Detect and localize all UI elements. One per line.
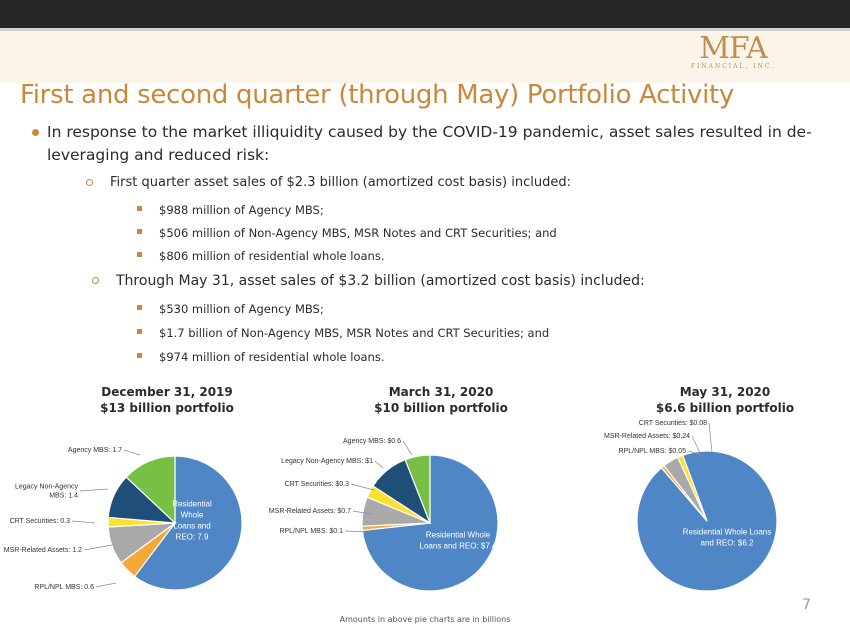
pie-label: Residential Whole Loans and REO: $7.4 bbox=[420, 531, 497, 551]
pie-leader-line bbox=[691, 435, 701, 454]
pie-label: CRT Securities: $0.3 bbox=[285, 481, 349, 488]
pie-leader-line bbox=[352, 510, 372, 515]
list-item: $806 million of residential whole loans. bbox=[137, 249, 385, 263]
square-bullet-icon bbox=[137, 252, 142, 257]
pie-label: Residential Whole Loans and REO: 7.9 bbox=[172, 500, 212, 542]
list-item: $974 million of residential whole loans. bbox=[137, 350, 385, 364]
logo-wordmark: MFA bbox=[699, 31, 768, 66]
pie-leader-line bbox=[708, 422, 713, 453]
intro-bullet: In response to the market illiquidity ca… bbox=[32, 121, 837, 167]
pie-leader-line bbox=[123, 449, 141, 456]
pie-label: MSR-Related Assets: $0.24 bbox=[604, 433, 690, 440]
list-item: $988 million of Agency MBS; bbox=[137, 203, 324, 217]
pie-label: RPL/NPL MBS: $0.05 bbox=[619, 448, 687, 455]
pie-leader-line bbox=[71, 520, 96, 524]
pie-label: Legacy Non-Agency MBS: $1 bbox=[281, 458, 373, 465]
pie-label: Legacy Non-Agency MBS: 1.4 bbox=[15, 484, 79, 500]
pie-leader-line bbox=[79, 488, 109, 492]
header-band bbox=[0, 31, 850, 83]
pie-label: RPL/NPL MBS: $0.1 bbox=[279, 528, 343, 535]
pie-leader-line bbox=[402, 440, 413, 456]
pie-label: Agency MBS: 1.7 bbox=[68, 447, 122, 454]
pie-slice bbox=[404, 454, 431, 524]
q1-heading: First quarter asset sales of $2.3 billio… bbox=[110, 175, 571, 190]
top-bar-edge bbox=[0, 28, 850, 31]
intro-text: In response to the market illiquidity ca… bbox=[47, 123, 812, 164]
list-item: $530 million of Agency MBS; bbox=[137, 302, 324, 316]
list-item: $506 million of Non-Agency MBS, MSR Note… bbox=[137, 226, 557, 240]
list-item-text: $806 million of residential whole loans. bbox=[159, 249, 385, 263]
list-item-text: $988 million of Agency MBS; bbox=[159, 203, 324, 217]
pie-label: MSR-Related Assets: 1.2 bbox=[4, 547, 82, 554]
page-number: 7 bbox=[802, 597, 811, 613]
pie-label: MSR-Related Assets: $0.7 bbox=[269, 508, 351, 515]
square-bullet-icon bbox=[137, 329, 142, 334]
square-bullet-icon bbox=[137, 353, 142, 358]
square-bullet-icon bbox=[137, 229, 142, 234]
square-bullet-icon bbox=[137, 206, 142, 211]
may-heading-bullet: Through May 31, asset sales of $3.2 bill… bbox=[92, 273, 645, 289]
pie-leader-line bbox=[83, 544, 113, 551]
pie-label: CRT Securities: 0.3 bbox=[10, 518, 71, 525]
chart-1-title: December 31, 2019 bbox=[101, 385, 233, 399]
ring-bullet-icon bbox=[92, 277, 99, 284]
chart-3-title: May 31, 2020 bbox=[679, 385, 771, 399]
q1-heading-bullet: First quarter asset sales of $2.3 billio… bbox=[86, 175, 571, 190]
chart-1-title-block: December 31, 2019 $13 billion portfolio bbox=[67, 384, 267, 416]
may-heading: Through May 31, asset sales of $3.2 bill… bbox=[116, 273, 645, 289]
pie-slice bbox=[133, 455, 243, 591]
pie-slice bbox=[677, 454, 708, 522]
pie-slice bbox=[125, 455, 176, 525]
pie-label: Agency MBS: $0.6 bbox=[343, 438, 401, 445]
bullet-dot-icon bbox=[32, 129, 39, 136]
footnote: Amounts in above pie charts are in billi… bbox=[339, 615, 511, 624]
top-bar bbox=[0, 0, 850, 28]
ring-bullet-icon bbox=[86, 179, 93, 186]
list-item-text: $1.7 billion of Non-Agency MBS, MSR Note… bbox=[159, 326, 550, 340]
pie-label: Residential Whole Loans and REO: $6.2 bbox=[683, 528, 772, 548]
pie-label: RPL/NPL MBS: 0.6 bbox=[34, 584, 94, 591]
chart-2-subtitle: $10 billion portfolio bbox=[374, 401, 508, 415]
chart-3-title-block: May 31, 2020 $6.6 billion portfolio bbox=[625, 384, 825, 416]
list-item: $1.7 billion of Non-Agency MBS, MSR Note… bbox=[137, 326, 549, 340]
pie-chart-3 bbox=[636, 450, 778, 592]
chart-2-title: March 31, 2020 bbox=[388, 385, 494, 399]
square-bullet-icon bbox=[137, 305, 142, 310]
chart-1-subtitle: $13 billion portfolio bbox=[100, 401, 234, 415]
pie-leader-line bbox=[374, 460, 384, 469]
company-logo: MFA FINANCIAL, INC. bbox=[688, 31, 778, 71]
chart-3-subtitle: $6.6 billion portfolio bbox=[655, 401, 795, 415]
chart-2-title-block: March 31, 2020 $10 billion portfolio bbox=[341, 384, 541, 416]
logo-subtitle: FINANCIAL, INC. bbox=[690, 63, 776, 70]
list-item-text: $974 million of residential whole loans. bbox=[159, 350, 385, 364]
pie-label: CRT Securities: $0.08 bbox=[639, 420, 707, 427]
pie-leader-line bbox=[344, 530, 371, 533]
pie-leader-line bbox=[687, 450, 704, 456]
pie-leader-line bbox=[95, 582, 117, 588]
pie-chart-2 bbox=[361, 454, 499, 592]
list-item-text: $530 million of Agency MBS; bbox=[159, 302, 324, 316]
pie-chart-1 bbox=[107, 455, 243, 591]
page-title: First and second quarter (through May) P… bbox=[20, 80, 734, 110]
list-item-text: $506 million of Non-Agency MBS, MSR Note… bbox=[159, 226, 557, 240]
pie-leader-line bbox=[350, 483, 375, 491]
